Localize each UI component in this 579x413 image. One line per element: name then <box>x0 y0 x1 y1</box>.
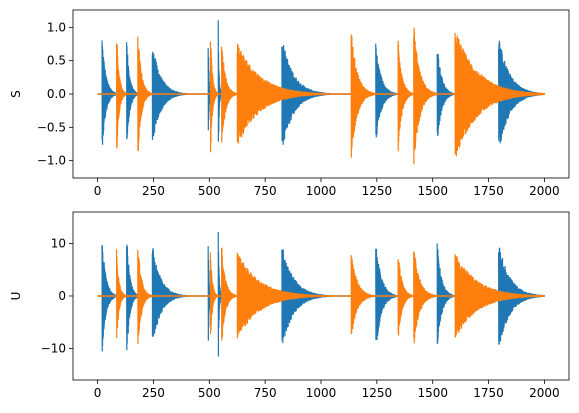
y-tick-label: 0.5 <box>47 54 66 68</box>
series-0-burst-0 <box>101 244 119 352</box>
plot-area <box>97 232 546 357</box>
y-tick-label: 1.0 <box>47 20 66 34</box>
x-tick-label: 1250 <box>362 184 393 198</box>
series-0-burst-6 <box>375 43 399 138</box>
series-1-burst-2 <box>209 41 219 153</box>
x-tick-label: 750 <box>254 386 277 400</box>
series-1-burst-5 <box>350 255 377 334</box>
x-tick-label: 2000 <box>529 386 560 400</box>
x-tick-label: 2000 <box>529 184 560 198</box>
x-tick-label: 500 <box>198 386 221 400</box>
y-axis-label: U <box>9 292 23 301</box>
series-1-line <box>97 247 546 344</box>
y-tick-label: −1.0 <box>37 154 66 168</box>
x-tick-label: 1500 <box>417 386 448 400</box>
subplot-s: 0 250 500 750 1000 1250 1500 1750 2000 −1.0 −0.5 0.… <box>9 9 570 198</box>
series-1-burst-6 <box>397 40 415 152</box>
series-1-burst-3 <box>220 247 238 341</box>
x-tick-label: 250 <box>142 184 165 198</box>
x-tick-label: 1500 <box>417 184 448 198</box>
y-tick-label: −0.5 <box>37 120 66 134</box>
y-tick-label: 0.0 <box>47 87 66 101</box>
series-1-burst-0 <box>115 249 128 339</box>
x-tick-label: 250 <box>142 386 165 400</box>
series-1-burst-1 <box>137 249 153 344</box>
series-0-burst-4 <box>217 20 223 142</box>
series-1-burst-4 <box>236 252 329 339</box>
y-tick-label: −10 <box>41 342 66 356</box>
x-tick-label: 1250 <box>362 386 393 400</box>
series-1-burst-7 <box>413 27 438 165</box>
series-1-burst-3 <box>220 46 238 143</box>
series-0-burst-1 <box>126 244 140 351</box>
series-1-burst-1 <box>137 36 153 152</box>
series-0-burst-2 <box>151 51 188 140</box>
series-0-burst-1 <box>126 42 140 140</box>
x-tick-label: 500 <box>198 184 221 198</box>
series-1-burst-5 <box>350 34 377 158</box>
series-1-line <box>97 27 546 165</box>
y-axis-label: S <box>9 90 23 98</box>
plot-area <box>97 20 546 165</box>
subplot-u: 0 250 500 750 1000 1250 1500 1750 2000 −10 0 10 U <box>9 211 570 400</box>
y-tick-label: 0 <box>58 289 66 303</box>
x-tick-label: 0 <box>94 184 102 198</box>
series-1-burst-2 <box>209 252 219 335</box>
x-tick-label: 1000 <box>306 184 337 198</box>
series-1-burst-6 <box>397 259 415 336</box>
y-tick-label: 10 <box>51 237 66 251</box>
series-0-burst-7 <box>436 243 456 344</box>
series-1-burst-7 <box>413 251 438 344</box>
x-tick-label: 750 <box>254 184 277 198</box>
series-0-burst-6 <box>375 248 399 341</box>
series-0-burst-7 <box>436 53 456 137</box>
series-0-burst-0 <box>101 40 119 145</box>
x-tick-label: 0 <box>94 386 102 400</box>
x-tick-label: 1750 <box>473 386 504 400</box>
series-0-burst-4 <box>217 232 223 357</box>
x-tick-label: 1750 <box>473 184 504 198</box>
series-1-burst-8 <box>454 254 546 338</box>
x-tick-label: 1000 <box>306 386 337 400</box>
series-0-burst-2 <box>151 248 188 337</box>
series-1-burst-0 <box>115 43 128 149</box>
series-1-burst-8 <box>454 32 546 157</box>
series-1-burst-4 <box>236 43 329 144</box>
